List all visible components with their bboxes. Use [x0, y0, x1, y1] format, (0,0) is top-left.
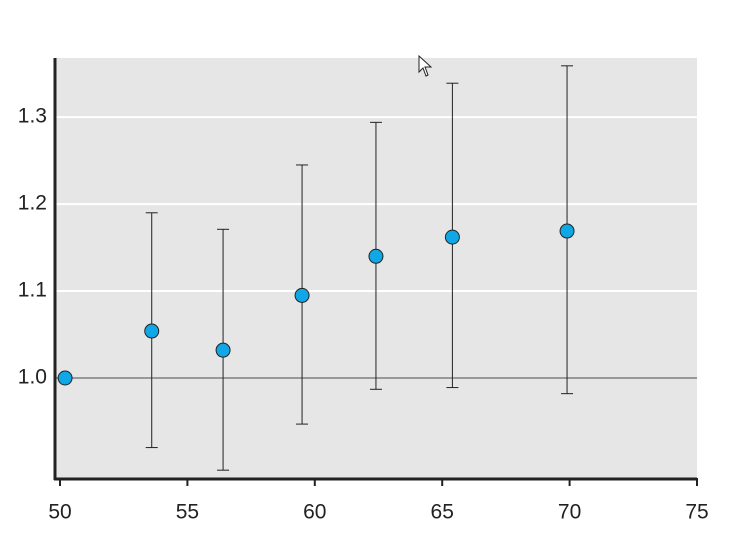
x-tick-label: 60 [303, 501, 326, 524]
x-tick-label: 65 [431, 501, 454, 524]
x-tick-label: 55 [176, 501, 199, 524]
point [444, 229, 460, 245]
y-tick-label: 1.1 [18, 279, 47, 302]
point [368, 248, 384, 264]
y-tick-label: 1.0 [18, 366, 47, 389]
cursor [418, 54, 433, 77]
x-tick-label: 75 [685, 501, 708, 524]
y-tick-label: 1.2 [18, 192, 47, 215]
y-tick-label: 1.3 [18, 105, 47, 128]
x-tick-label: 70 [558, 501, 581, 524]
marks [55, 65, 697, 471]
point [144, 323, 160, 339]
point [294, 287, 310, 303]
point [57, 370, 73, 386]
point [559, 223, 575, 239]
point [215, 342, 231, 358]
x-tick-label: 50 [48, 501, 71, 524]
